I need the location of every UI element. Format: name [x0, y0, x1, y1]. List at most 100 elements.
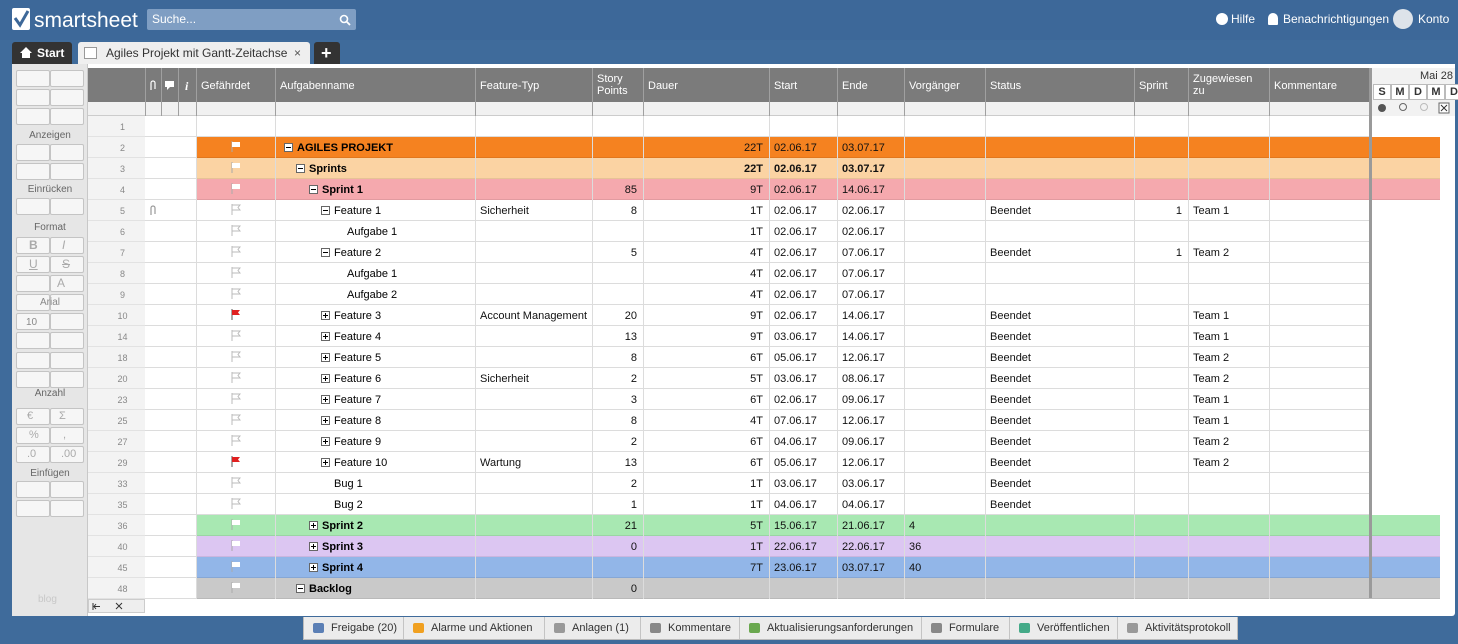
bottom-tab[interactable]: Formulare — [921, 617, 1009, 639]
cell-divider — [769, 158, 770, 179]
cell-divider — [643, 368, 644, 389]
toolbar-button[interactable] — [50, 500, 84, 517]
toolbar-button[interactable] — [50, 481, 84, 498]
toolbar-button[interactable] — [16, 371, 50, 388]
expander[interactable] — [296, 584, 305, 593]
bottom-tab[interactable]: Freigabe (20) — [304, 617, 403, 639]
expander[interactable] — [321, 248, 330, 257]
risk-flag — [231, 246, 241, 257]
toolbar-button[interactable] — [16, 108, 50, 125]
row-number-cell — [88, 305, 145, 326]
toolbar-section-label: Anzeigen — [29, 130, 71, 141]
toolbar-button[interactable] — [50, 294, 84, 311]
help-link[interactable]: Hilfe — [1231, 12, 1256, 26]
toolbar-button[interactable] — [50, 408, 84, 425]
toolbar-button[interactable] — [50, 163, 84, 180]
toolbar-button[interactable] — [16, 70, 50, 87]
toolbar-button[interactable] — [50, 198, 84, 215]
cell-assigned: Team 2 — [1193, 373, 1230, 385]
gantt-day-cell — [1409, 84, 1427, 100]
expander[interactable] — [309, 521, 318, 530]
task-name: Aufgabe 2 — [347, 289, 398, 301]
expander[interactable] — [321, 332, 330, 341]
row-number-cell — [88, 347, 145, 368]
cell-divider — [985, 578, 986, 599]
toolbar-button[interactable] — [16, 313, 50, 330]
toolbar-button[interactable] — [16, 446, 50, 463]
expander[interactable] — [309, 185, 318, 194]
expander[interactable] — [321, 416, 330, 425]
cell-divider — [275, 116, 276, 137]
toolbar-button[interactable] — [50, 427, 84, 444]
tab-close[interactable]: × — [294, 46, 302, 60]
cell-divider — [837, 116, 838, 137]
cell-divider — [592, 368, 593, 389]
toolbar-button[interactable] — [50, 446, 84, 463]
cell-divider — [769, 242, 770, 263]
notifications-link[interactable]: Benachrichtigungen — [1283, 12, 1390, 26]
toolbar-button[interactable] — [16, 332, 50, 349]
search-box[interactable]: Suche... — [147, 9, 356, 30]
toolbar-button[interactable] — [16, 294, 50, 311]
toolbar-button[interactable] — [16, 427, 50, 444]
cell-end: 21.06.17 — [842, 520, 885, 532]
expander-sign — [323, 355, 328, 360]
expander[interactable] — [321, 458, 330, 467]
toolbar-button[interactable] — [50, 275, 84, 292]
cell-divider — [1134, 368, 1135, 389]
toolbar-button[interactable] — [16, 352, 50, 369]
bottom-tab[interactable]: Aktivitätsprotokoll — [1117, 617, 1239, 639]
expander[interactable] — [309, 563, 318, 572]
toolbar-button[interactable] — [16, 275, 50, 292]
add-tab[interactable]: + — [314, 42, 340, 64]
expander[interactable] — [309, 542, 318, 551]
expander[interactable] — [321, 437, 330, 446]
toolbar-button[interactable] — [16, 481, 50, 498]
cell-divider — [769, 536, 770, 557]
expander[interactable] — [321, 206, 330, 215]
expander[interactable] — [296, 164, 305, 173]
toolbar-button[interactable] — [50, 70, 84, 87]
cell-divider — [592, 347, 593, 368]
toolbar-button[interactable] — [16, 89, 50, 106]
toolbar-button[interactable] — [50, 144, 84, 161]
sheet-tab[interactable]: Agiles Projekt mit Gantt-Zeitachse × — [78, 42, 310, 64]
cell-end: 02.06.17 — [842, 205, 885, 217]
toolbar-button[interactable] — [16, 256, 50, 273]
expander[interactable] — [321, 353, 330, 362]
gantt-day: S — [1378, 86, 1386, 98]
tab-menu-icon[interactable] — [84, 47, 97, 59]
expander[interactable] — [321, 311, 330, 320]
toolbar-button[interactable] — [50, 371, 84, 388]
toolbar-button[interactable] — [50, 237, 84, 254]
toolbar-button[interactable] — [16, 237, 50, 254]
home-tab[interactable]: Start — [12, 42, 72, 64]
cell-divider — [643, 347, 644, 368]
toolbar-button[interactable] — [50, 352, 84, 369]
toolbar-button[interactable] — [16, 500, 50, 517]
toolbar-button[interactable] — [50, 89, 84, 106]
expander[interactable] — [321, 395, 330, 404]
toolbar-button[interactable] — [50, 313, 84, 330]
bottom-tab[interactable]: Alarme und Aktionen — [403, 617, 544, 639]
toolbar-button[interactable] — [50, 332, 84, 349]
toolbar-button[interactable] — [16, 198, 50, 215]
toolbar-button[interactable] — [16, 163, 50, 180]
bottom-tab[interactable]: Anlagen (1) — [544, 617, 640, 639]
expander[interactable] — [284, 143, 293, 152]
toolbar-button[interactable] — [50, 256, 84, 273]
toolbar-button[interactable] — [50, 108, 84, 125]
bottom-tab[interactable]: Veröffentlichen — [1009, 617, 1117, 639]
bottom-tab-label: Freigabe (20) — [331, 622, 398, 634]
toolbar-button[interactable] — [16, 144, 50, 161]
header-row — [88, 68, 1369, 102]
expander[interactable] — [321, 374, 330, 383]
footer-icons — [92, 602, 123, 610]
header-divider — [985, 68, 986, 116]
bottom-tab[interactable]: Aktualisierungsanforderungen — [739, 617, 921, 639]
account-link[interactable]: Konto — [1418, 12, 1450, 26]
toolbar-button[interactable] — [16, 408, 50, 425]
bottom-tab[interactable]: Kommentare — [640, 617, 739, 639]
cell-divider — [1134, 116, 1135, 137]
bottom-tab-icon — [413, 623, 424, 633]
